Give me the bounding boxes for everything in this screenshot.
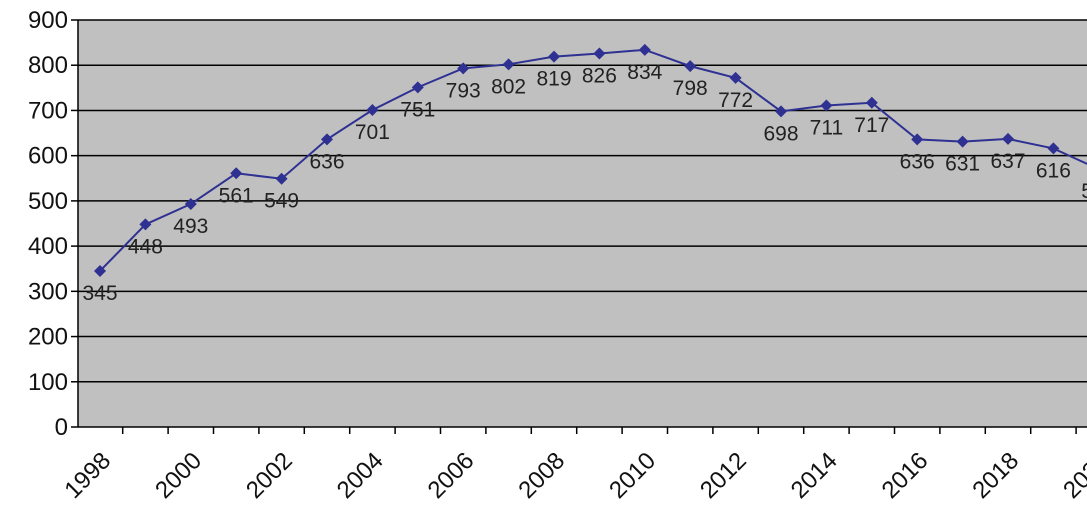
x-tick-label-1998: 1998 (59, 447, 116, 504)
data-label-2009: 826 (582, 64, 617, 87)
y-tick-label-100: 100 (28, 369, 68, 396)
y-tick-label-800: 800 (28, 52, 68, 79)
data-marker-2012 (729, 71, 742, 84)
x-tick-label-2004: 2004 (332, 447, 389, 504)
data-marker-2019 (1047, 142, 1060, 155)
x-tick-label-2002: 2002 (241, 447, 298, 504)
data-label-2017: 631 (945, 153, 980, 176)
data-marker-2008 (548, 50, 560, 63)
y-tick-label-700: 700 (28, 97, 68, 124)
x-tick-label-2016: 2016 (877, 447, 934, 504)
y-tick-label-300: 300 (28, 278, 68, 305)
data-label-2010: 834 (627, 61, 662, 84)
data-label-2020: 570 (1081, 180, 1087, 203)
data-marker-2007 (502, 58, 515, 71)
data-marker-2016 (911, 133, 924, 146)
data-marker-2003 (321, 133, 333, 146)
axes (77, 20, 1087, 434)
data-label-2011: 798 (673, 77, 708, 100)
data-marker-2015 (865, 96, 878, 109)
data-label-2006: 793 (446, 79, 481, 102)
data-marker-2014 (820, 99, 833, 112)
data-label-2007: 802 (491, 75, 526, 98)
data-label-2019: 616 (1036, 159, 1071, 182)
data-marker-2000 (184, 198, 197, 211)
data-marker-2017 (956, 135, 969, 148)
y-tick-label-400: 400 (28, 233, 68, 260)
x-tick-label-2014: 2014 (786, 447, 843, 504)
data-label-2013: 698 (763, 122, 798, 145)
x-tick-label-2018: 2018 (967, 447, 1024, 504)
data-label-2008: 819 (536, 68, 571, 91)
data-marker-2010 (638, 43, 651, 56)
data-marker-2001 (230, 167, 243, 180)
x-tick-label-2012: 2012 (695, 447, 752, 504)
data-marker-2011 (684, 60, 697, 73)
data-marker-2018 (1002, 132, 1014, 145)
x-tick-label-2020: 2020 (1058, 447, 1087, 504)
y-tick-label-900: 900 (28, 7, 68, 34)
data-marker-1998 (94, 264, 106, 277)
data-label-2005: 751 (400, 98, 435, 121)
y-tick-label-0: 0 (55, 414, 68, 441)
y-axis-tick-labels: 0 100 200 300 400 500 600 700 800 900 (28, 7, 68, 441)
data-marker-2009 (593, 47, 606, 60)
y-tick-label-500: 500 (28, 188, 68, 215)
x-tick-label-2000: 2000 (150, 447, 207, 504)
data-marker-2004 (366, 103, 379, 116)
data-label-1999: 448 (128, 235, 163, 258)
data-marker-2013 (775, 105, 787, 118)
data-label-2018: 637 (990, 150, 1025, 173)
x-tick-label-2008: 2008 (513, 447, 570, 504)
data-label-2000: 493 (173, 215, 208, 238)
data-label-2012: 772 (718, 89, 753, 112)
data-label-1998: 345 (82, 282, 117, 305)
data-marker-1999 (139, 218, 152, 231)
data-label-2004: 701 (355, 121, 390, 144)
data-markers (94, 43, 1060, 277)
y-tick-label-600: 600 (28, 143, 68, 170)
data-marker-2002 (275, 172, 288, 185)
data-label-2016: 636 (900, 150, 935, 173)
data-labels: 345 448 493 561 549 636 701 751 793 802 819 826 834 7… (82, 61, 1087, 305)
y-tick-label-200: 200 (28, 324, 68, 351)
data-marker-2005 (411, 81, 424, 94)
x-tick-label-2010: 2010 (604, 447, 661, 504)
data-label-2014: 711 (810, 116, 843, 139)
data-label-2001: 561 (219, 184, 254, 207)
gridlines (71, 19, 1087, 428)
data-marker-2006 (457, 62, 470, 75)
data-label-2002: 549 (264, 190, 299, 213)
data-label-2015: 717 (854, 114, 889, 137)
plot-area (78, 20, 1087, 427)
x-tick-label-2006: 2006 (423, 447, 480, 504)
x-axis-tick-labels: 1998 2000 2002 2004 2006 2008 2010 2012 2014 2016… (59, 447, 1087, 504)
data-label-2003: 636 (309, 150, 344, 173)
